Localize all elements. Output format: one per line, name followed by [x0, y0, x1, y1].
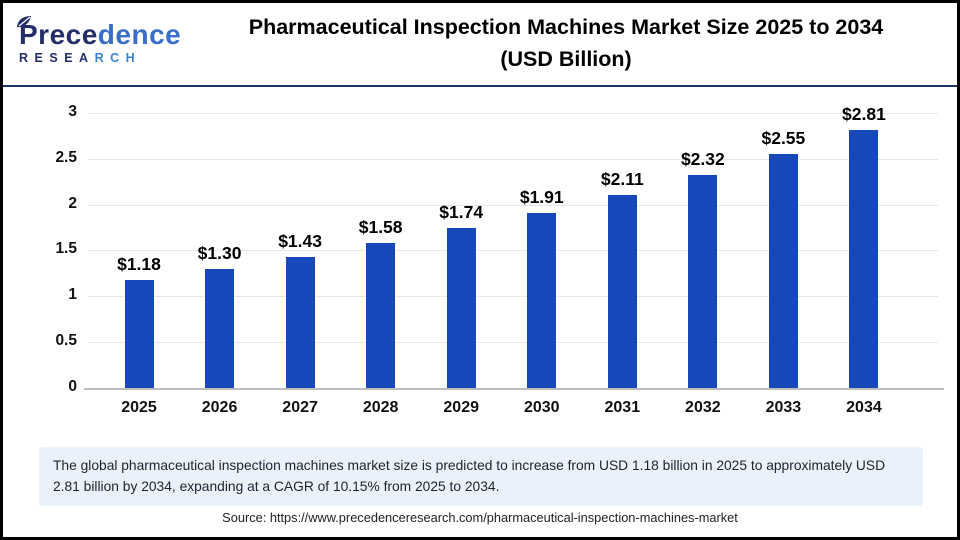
gridline [88, 112, 938, 114]
leaf-icon [17, 16, 31, 28]
gridline [88, 250, 938, 252]
bar-value-label: $2.55 [761, 128, 806, 149]
chart-title: Pharmaceutical Inspection Machines Marke… [193, 11, 957, 76]
x-axis-tick: 2034 [846, 399, 882, 416]
bar-value-label: $2.81 [842, 104, 886, 125]
y-axis-tick: 0.5 [55, 332, 77, 350]
bar [607, 194, 637, 388]
bar-chart: 0 0.5 1 1.5 2 2.5 3 $1.18 2025 $1.30 2026 $1.43 2027… [3, 93, 957, 438]
gridline [88, 296, 938, 298]
summary-note: The global pharmaceutical inspection mac… [39, 447, 923, 507]
bar-value-label: $1.58 [358, 217, 403, 238]
brand-name-dark: Prece [19, 19, 98, 50]
bar [446, 228, 476, 388]
bar-value-label: $1.30 [197, 242, 242, 263]
brand-subtitle-light: RCH [94, 51, 142, 65]
chart-title-line1: Pharmaceutical Inspection Machines Marke… [248, 14, 884, 39]
brand-subtitle: RESEARCH [19, 51, 193, 65]
y-axis-tick: 1 [68, 286, 77, 304]
gridline [88, 158, 938, 160]
x-axis-tick: 2029 [443, 399, 479, 416]
bar [285, 256, 315, 388]
bar-value-label: $1.91 [519, 186, 564, 207]
y-axis-tick: 0 [68, 378, 77, 395]
y-axis-tick: 1.5 [55, 240, 77, 258]
x-axis-tick: 2030 [523, 399, 560, 416]
bar [768, 154, 798, 388]
brand-name-light: dence [97, 19, 182, 50]
bar [527, 212, 557, 388]
bar-value-label: $1.74 [439, 202, 484, 223]
x-axis-tick: 2026 [201, 399, 238, 416]
header-divider [3, 85, 957, 87]
y-axis-tick: 2 [68, 194, 77, 212]
gridline [88, 342, 938, 344]
bar-value-label: $2.11 [600, 168, 644, 189]
bar [366, 243, 396, 388]
bar-value-label: $1.18 [117, 253, 161, 274]
source-line: Source: https://www.precedenceresearch.c… [222, 510, 738, 525]
brand-name: Precedence [19, 21, 193, 49]
x-axis-tick: 2031 [604, 399, 641, 416]
bar [688, 175, 718, 388]
bar [124, 279, 154, 388]
x-axis-tick: 2033 [765, 399, 802, 416]
x-axis-tick: 2025 [121, 399, 157, 416]
gridline [84, 388, 944, 390]
bar [849, 130, 879, 388]
y-axis-tick: 3 [68, 102, 77, 120]
x-axis-tick: 2028 [362, 399, 399, 416]
x-axis-tick: 2032 [685, 399, 721, 416]
bar-value-label: $2.32 [680, 149, 725, 170]
bar [205, 268, 235, 388]
brand-logo: Precedence RESEARCH [3, 16, 193, 65]
gridline [88, 204, 938, 206]
x-axis-tick: 2027 [282, 399, 318, 416]
bar-value-label: $1.43 [278, 230, 322, 251]
y-axis-tick: 2.5 [55, 148, 77, 166]
chart-title-line2: (USD Billion) [500, 47, 632, 71]
brand-subtitle-dark: RESEA [19, 51, 95, 65]
header: Precedence RESEARCH Pharmaceutical Inspe… [3, 3, 957, 83]
